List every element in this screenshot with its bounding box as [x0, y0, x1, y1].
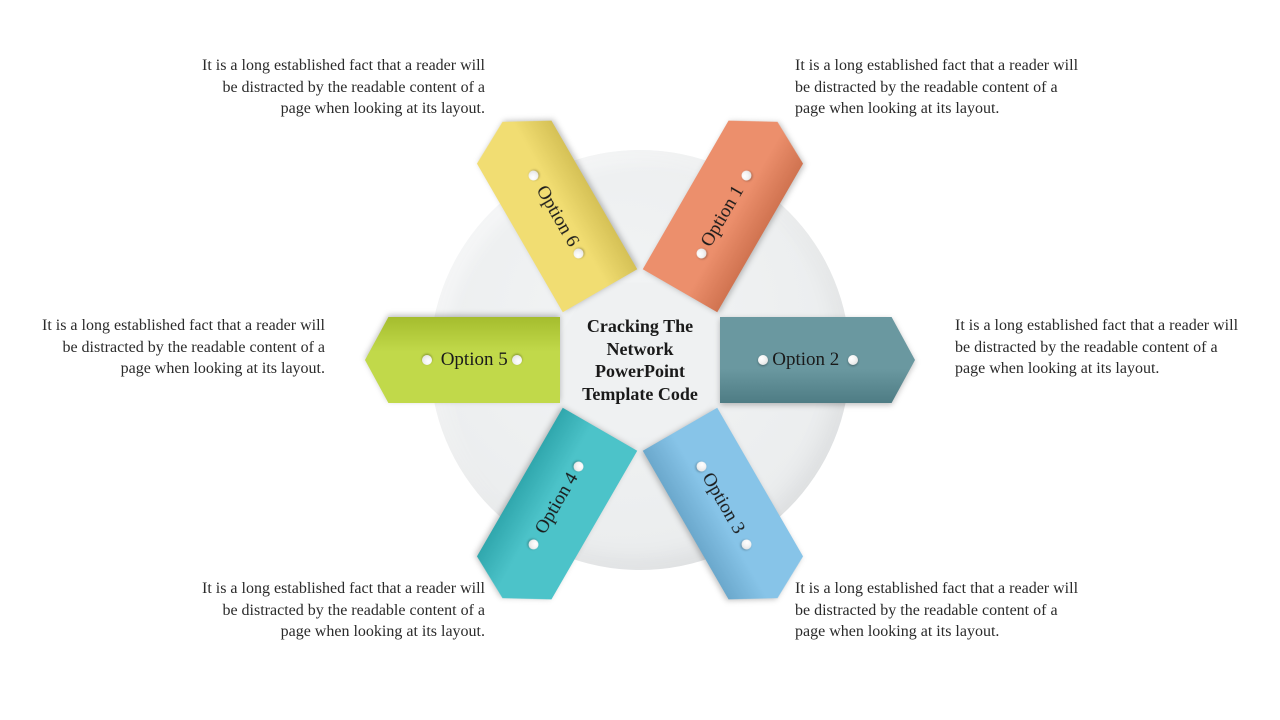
- petal-pin-2-1: [758, 355, 768, 365]
- petal-arrow-5: Option 5: [365, 317, 560, 403]
- petal-label-5: Option 5: [388, 317, 560, 403]
- petal-label-2: Option 2: [720, 317, 892, 403]
- petal-pin-2-2: [848, 355, 858, 365]
- petal-desc-2: It is a long established fact that a rea…: [955, 315, 1240, 380]
- petal-arrow-2: Option 2: [720, 317, 915, 403]
- diagram-stage: Cracking The Network PowerPoint Template…: [0, 0, 1280, 720]
- petal-desc-3: It is a long established fact that a rea…: [795, 578, 1080, 643]
- center-title: Cracking The Network PowerPoint Template…: [565, 315, 715, 405]
- petal-desc-5: It is a long established fact that a rea…: [40, 315, 325, 380]
- petal-desc-1: It is a long established fact that a rea…: [795, 55, 1080, 120]
- petal-desc-6: It is a long established fact that a rea…: [200, 55, 485, 120]
- petal-desc-4: It is a long established fact that a rea…: [200, 578, 485, 643]
